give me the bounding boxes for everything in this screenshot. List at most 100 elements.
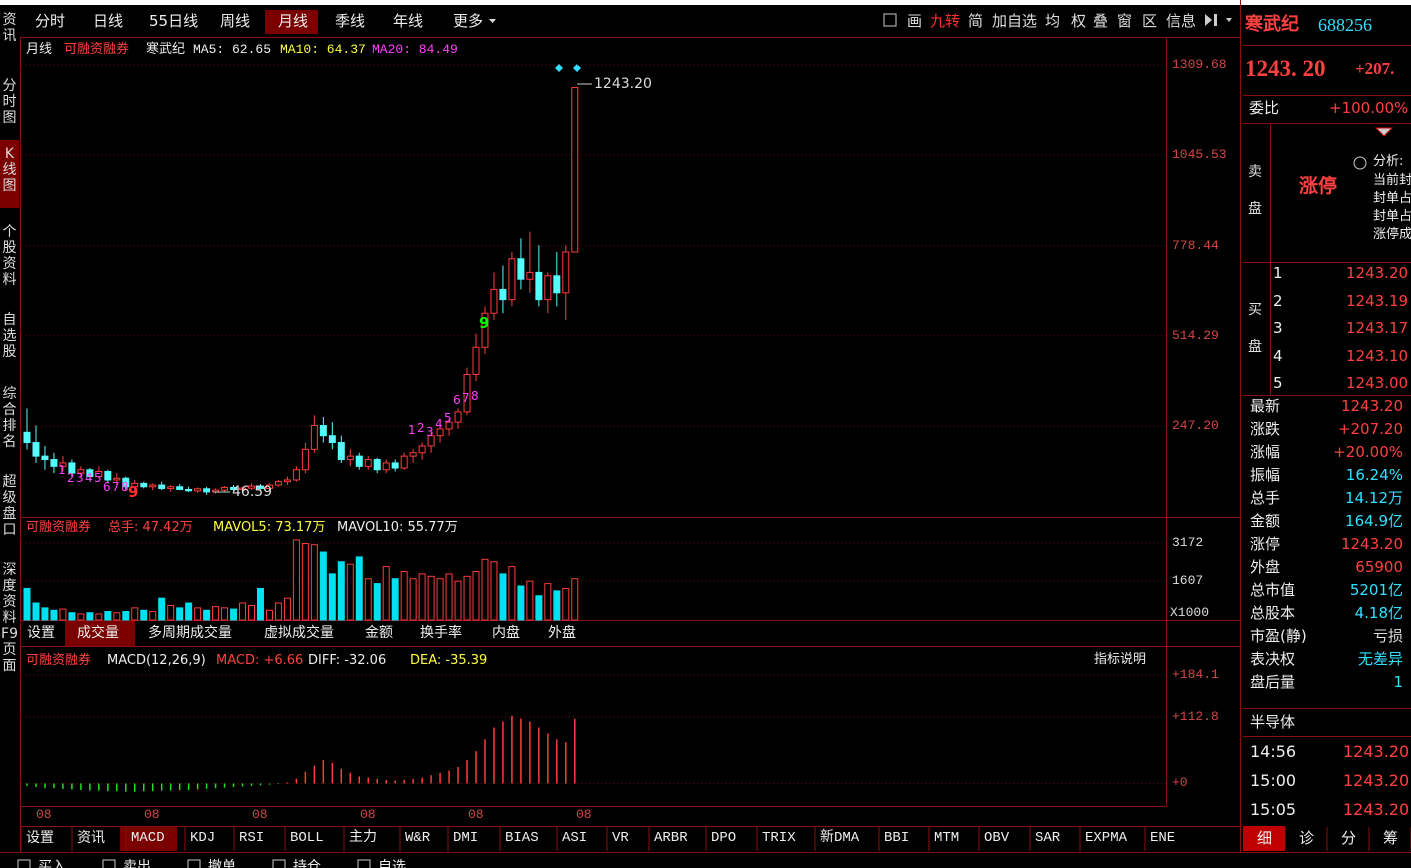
trade-button[interactable]: 自选 bbox=[378, 859, 406, 868]
volume-tab[interactable]: 设置 bbox=[27, 625, 55, 641]
trade-button[interactable]: 卖出 bbox=[123, 859, 151, 868]
volume-tab[interactable]: 金额 bbox=[365, 625, 393, 641]
bid-level: 1 bbox=[1273, 264, 1283, 282]
indicator-tab[interactable]: SAR bbox=[1035, 830, 1061, 846]
indicator-tab[interactable]: KDJ bbox=[190, 830, 216, 846]
tool-button[interactable]: 画 bbox=[907, 12, 923, 30]
period-label: 月线 bbox=[26, 42, 53, 57]
trade-icon bbox=[272, 859, 286, 868]
volume-bar bbox=[185, 602, 193, 621]
tool-button[interactable]: 九转 bbox=[930, 12, 961, 30]
tool-button[interactable]: 加自选 bbox=[992, 12, 1038, 30]
candle-body bbox=[526, 271, 534, 280]
volume-bar bbox=[77, 613, 85, 621]
indicator-tab[interactable]: DMI bbox=[453, 830, 479, 846]
tick-time: 14:56 bbox=[1250, 742, 1297, 761]
indicator-tab[interactable]: BIAS bbox=[505, 830, 539, 846]
indicator-tab[interactable]: VR bbox=[612, 830, 629, 846]
volume-tab[interactable]: 多周期成交量 bbox=[148, 625, 232, 641]
indicator-tab[interactable]: ASI bbox=[562, 830, 588, 846]
volume-tab[interactable]: 虚拟成交量 bbox=[264, 625, 334, 641]
indicator-tab[interactable]: BOLL bbox=[290, 830, 324, 846]
volume-tab[interactable]: 成交量 bbox=[77, 625, 119, 641]
indicator-tab[interactable]: MTM bbox=[934, 830, 960, 846]
quote-tab[interactable]: 筹 bbox=[1383, 829, 1399, 847]
indicator-tab[interactable]: TRIX bbox=[762, 830, 796, 846]
quote-separators bbox=[1243, 45, 1411, 737]
candle-body bbox=[571, 87, 579, 253]
volume-bar bbox=[221, 607, 229, 621]
x-tick-label: 08 bbox=[36, 807, 52, 822]
indicator-tab[interactable]: EXPMA bbox=[1085, 830, 1128, 846]
tool-button[interactable]: 均 bbox=[1045, 12, 1061, 30]
indicator-tab[interactable]: OBV bbox=[984, 830, 1010, 846]
side-tab[interactable]: 深度资料F9页面 bbox=[1, 562, 18, 674]
x-tick-label: 08 bbox=[252, 807, 268, 822]
trade-button[interactable]: 买入 bbox=[38, 859, 66, 868]
volume-bar bbox=[364, 578, 372, 621]
side-tab[interactable]: K线图 bbox=[2, 146, 17, 194]
indicator-tab[interactable]: 新DMA bbox=[820, 830, 860, 846]
volume-tab[interactable]: 外盘 bbox=[548, 625, 576, 641]
marker-diamonds bbox=[555, 64, 581, 72]
y-tick-label: +184.1 bbox=[1172, 667, 1219, 682]
indicator-tab[interactable]: RSI bbox=[239, 830, 265, 846]
candle-body bbox=[140, 482, 148, 488]
trade-button[interactable]: 撤单 bbox=[208, 859, 236, 868]
y-tick-label: 1045.53 bbox=[1172, 146, 1227, 162]
indicator-tab[interactable]: ENE bbox=[1150, 830, 1176, 846]
ratio-value: +100.00% bbox=[1329, 99, 1409, 117]
side-tab[interactable]: 自选股 bbox=[2, 312, 17, 360]
trade-button[interactable]: 持仓 bbox=[293, 859, 321, 868]
side-tab[interactable]: 个股资料 bbox=[2, 224, 17, 288]
indicator-tab[interactable]: 资讯 bbox=[77, 830, 105, 846]
tool-button[interactable]: 简 bbox=[968, 12, 984, 30]
quote-tab[interactable]: 分 bbox=[1341, 829, 1357, 847]
tool-button[interactable]: 信息 bbox=[1166, 12, 1197, 30]
period-tab[interactable]: 周线 bbox=[220, 12, 251, 30]
dropdown-arrow bbox=[489, 19, 496, 23]
active-tab-bg bbox=[120, 827, 177, 851]
side-tab[interactable]: 资讯 bbox=[2, 12, 17, 44]
side-tab[interactable]: 分时图 bbox=[2, 78, 17, 126]
volume-bar bbox=[104, 611, 112, 621]
period-tab[interactable]: 季线 bbox=[335, 12, 366, 30]
indicator-tab[interactable]: 设置 bbox=[26, 830, 54, 846]
volume-tab[interactable]: 内盘 bbox=[492, 625, 520, 641]
period-tab[interactable]: 月线 bbox=[278, 12, 309, 30]
indicator-tab[interactable]: MACD bbox=[131, 830, 165, 846]
period-tab[interactable]: 年线 bbox=[393, 12, 424, 30]
tool-button[interactable]: 区 bbox=[1142, 12, 1158, 30]
stock-label: 寒武纪 bbox=[146, 42, 186, 57]
quote-tab[interactable]: 细 bbox=[1257, 829, 1273, 847]
period-tab[interactable]: 55日线 bbox=[149, 12, 199, 30]
candle-body bbox=[167, 486, 175, 489]
indicator-help[interactable]: 指标说明 bbox=[1094, 652, 1147, 667]
period-tab[interactable]: 日线 bbox=[93, 12, 124, 30]
tool-button[interactable]: 窗 bbox=[1117, 12, 1133, 30]
candle-body bbox=[508, 258, 516, 301]
bid-price: 1243.10 bbox=[1346, 346, 1409, 365]
period-tab[interactable]: 分时 bbox=[35, 12, 66, 30]
tool-button[interactable]: 权 bbox=[1071, 12, 1087, 30]
indicator-tab[interactable]: W&R bbox=[405, 830, 431, 846]
stock-code: 688256 bbox=[1318, 15, 1372, 35]
volume-bar bbox=[292, 539, 300, 621]
side-tab[interactable]: 综合排名 bbox=[2, 386, 17, 450]
indicator-tab[interactable]: BBI bbox=[884, 830, 910, 846]
td-count: 6 bbox=[453, 393, 461, 407]
side-tab[interactable]: 超级盘口 bbox=[2, 474, 17, 538]
td-count: 7 bbox=[462, 391, 470, 405]
collapse-icon[interactable] bbox=[1374, 127, 1394, 137]
stat-value: +207.20 bbox=[1337, 420, 1403, 438]
indicator-tab[interactable]: 主力 bbox=[349, 830, 377, 846]
td-count: 9 bbox=[128, 483, 139, 501]
volume-tab[interactable]: 换手率 bbox=[420, 625, 462, 641]
quote-tab[interactable]: 诊 bbox=[1299, 829, 1315, 847]
indicator-tab[interactable]: ARBR bbox=[654, 830, 688, 846]
macd-header: DIFF: -32.06 bbox=[308, 653, 387, 668]
volume-bar bbox=[203, 609, 211, 621]
period-tab[interactable]: 更多 bbox=[453, 12, 484, 30]
tool-button[interactable]: 叠 bbox=[1093, 12, 1109, 30]
indicator-tab[interactable]: DPO bbox=[711, 830, 737, 846]
